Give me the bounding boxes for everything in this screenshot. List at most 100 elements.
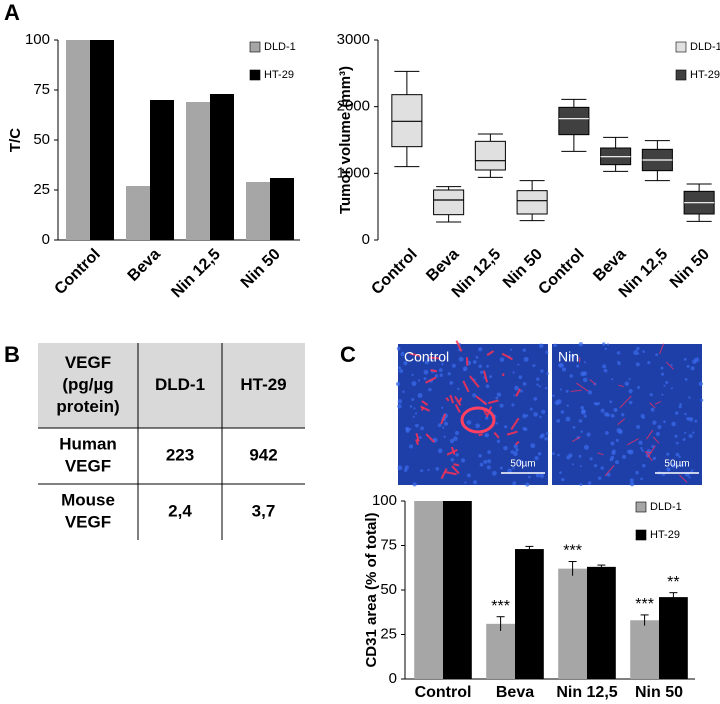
vessel (619, 395, 632, 409)
nucleus (546, 372, 549, 375)
vessel (440, 468, 448, 480)
nucleus (510, 348, 513, 351)
nucleus (628, 377, 631, 380)
nucleus (480, 370, 484, 374)
nucleus (611, 450, 616, 456)
nucleus (518, 375, 523, 380)
nucleus (610, 441, 615, 446)
nucleus (589, 457, 593, 461)
nucleus (545, 432, 549, 435)
y-tick-label: 100 (25, 31, 50, 48)
nucleus (572, 426, 576, 429)
vessel (475, 395, 488, 406)
nucleus (610, 455, 615, 460)
nucleus (520, 389, 523, 393)
bar (630, 620, 659, 679)
nucleus (629, 478, 634, 483)
nucleus (442, 426, 445, 429)
nucleus (414, 412, 418, 415)
nucleus (518, 459, 523, 464)
significance: *** (491, 598, 510, 615)
nucleus (404, 465, 409, 470)
nucleus (660, 366, 664, 370)
vessel (678, 474, 688, 483)
scale-label: 50µm (510, 459, 535, 470)
nucleus (515, 448, 519, 452)
nucleus (537, 452, 542, 456)
nucleus (435, 467, 440, 471)
vessel (575, 382, 589, 392)
vessel (421, 400, 429, 406)
vessel (451, 465, 460, 475)
table-cell: Human (59, 434, 117, 453)
y-tick-label: 75 (33, 81, 50, 98)
bar (186, 102, 210, 240)
table-cell: 942 (249, 445, 277, 464)
nucleus (566, 404, 569, 407)
legend-swatch (249, 41, 261, 53)
nucleus (411, 381, 417, 387)
nucleus (688, 396, 691, 399)
vessel (429, 356, 439, 360)
nucleus (529, 407, 533, 411)
nucleus (514, 385, 519, 391)
x-tick-label: Nin 12,5 (556, 684, 617, 701)
bar (443, 501, 472, 679)
nucleus (413, 407, 416, 410)
vessel (449, 394, 455, 404)
nucleus (536, 377, 540, 381)
y-tick-label: 75 (380, 536, 397, 553)
micrograph: Control 50µm (395, 340, 549, 487)
vessel (515, 440, 520, 446)
y-tick-label: 50 (380, 581, 397, 598)
nucleus (499, 357, 505, 362)
nucleus (489, 375, 493, 379)
vessel (645, 451, 652, 454)
nucleus (512, 467, 515, 470)
table-cell: 3,7 (252, 501, 276, 520)
nucleus (642, 416, 645, 419)
y-tick-label: 0 (389, 670, 397, 687)
table-cell: VEGF (65, 512, 111, 531)
nucleus (428, 387, 432, 392)
nucleus (641, 449, 644, 452)
nucleus (609, 400, 613, 404)
x-tick-label: Nin 50 (667, 246, 713, 292)
nucleus (578, 454, 582, 458)
x-tick-label: Control (535, 246, 587, 298)
y-axis-label: Tumor volume (mm³) (337, 66, 354, 214)
vessel (483, 409, 488, 416)
vessel (571, 436, 581, 443)
nucleus (556, 418, 561, 423)
nucleus (423, 377, 427, 381)
nucleus (513, 444, 518, 449)
x-tick-label: Beva (496, 684, 534, 701)
significance: *** (563, 543, 582, 560)
nucleus (657, 424, 662, 430)
nucleus (650, 407, 655, 412)
nucleus (622, 454, 627, 459)
nucleus (538, 343, 544, 348)
nucleus (655, 353, 659, 357)
nucleus (667, 468, 671, 471)
nucleus (539, 415, 542, 419)
table-header-bg (38, 343, 305, 428)
bar (270, 178, 294, 240)
panel-label: B (4, 342, 20, 367)
nucleus (636, 346, 640, 351)
vessel (515, 388, 521, 397)
vessel (425, 376, 437, 384)
nucleus (451, 363, 456, 368)
vessel (440, 413, 447, 425)
nucleus (535, 473, 540, 478)
nucleus (552, 394, 555, 397)
nucleus (580, 405, 585, 410)
nucleus (395, 381, 401, 387)
nucleus (596, 401, 600, 405)
nucleus (472, 480, 478, 485)
significance: *** (635, 596, 654, 613)
nucleus (678, 405, 682, 409)
nucleus (578, 419, 583, 423)
nucleus (684, 377, 688, 381)
